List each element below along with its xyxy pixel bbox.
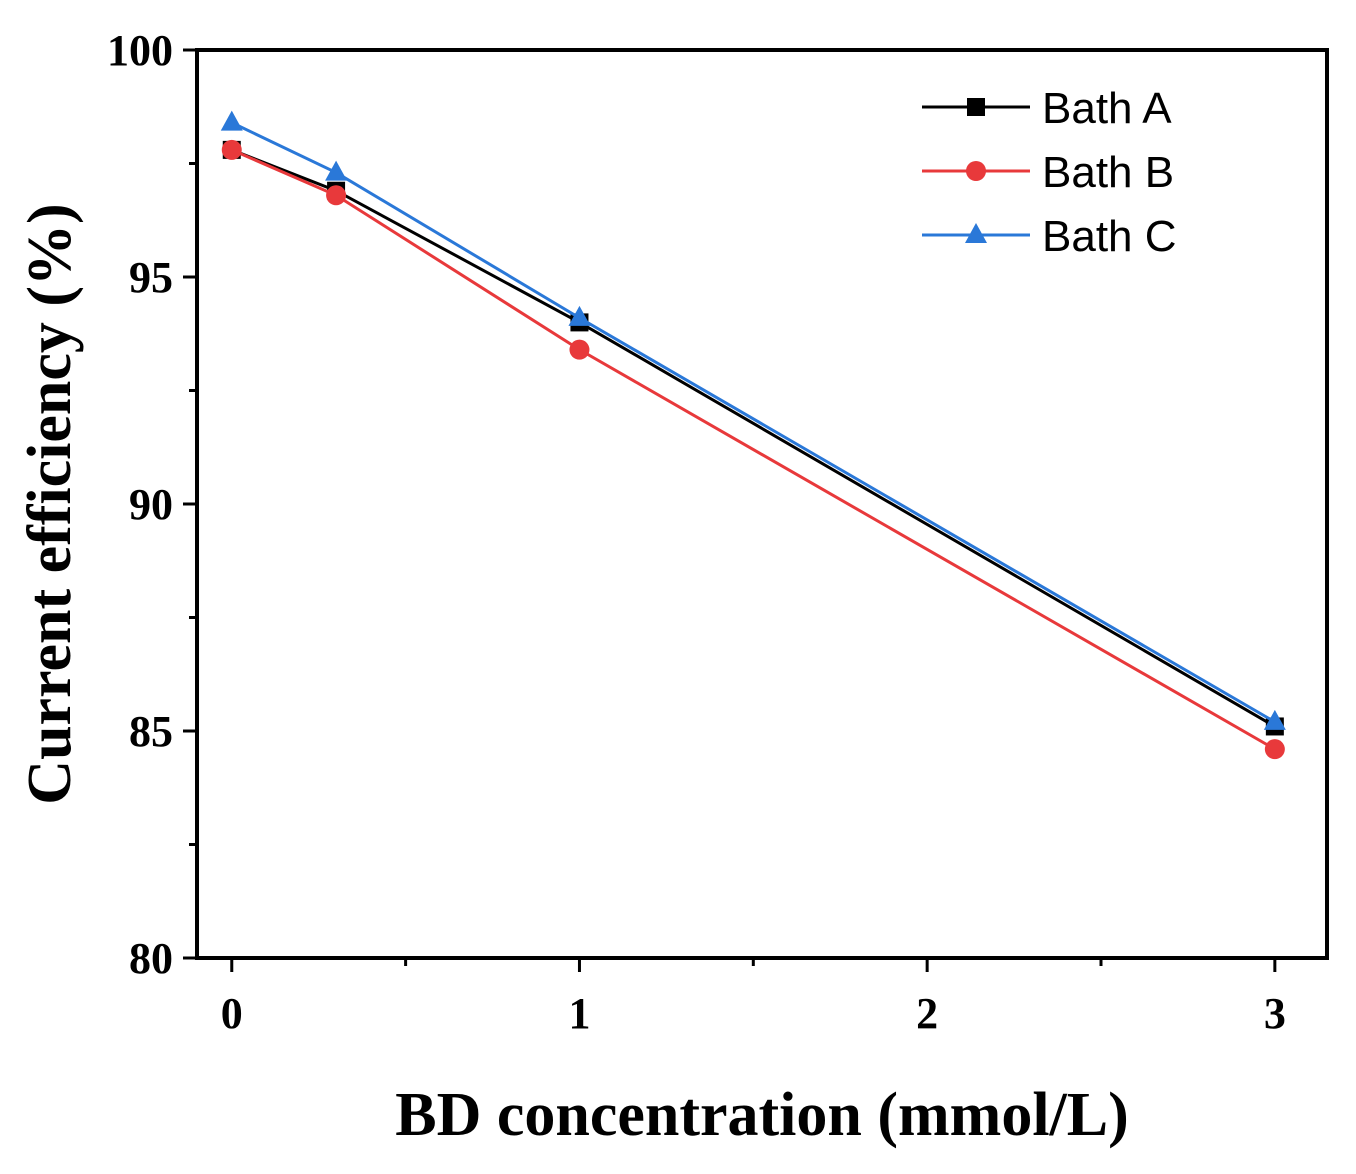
data-point-bath-b [326,185,347,206]
legend-label: Bath B [1042,148,1174,197]
x-tick-label: 2 [916,989,938,1038]
legend-marker [966,161,986,181]
x-axis: 0 1 2 3 [221,958,1286,1038]
legend: Bath A Bath B Bath C [922,84,1177,261]
data-point-bath-b [1264,739,1285,760]
data-point-bath-c [325,160,348,181]
legend-item-bath-c: Bath C [922,212,1177,261]
x-tick-label: 3 [1264,989,1286,1038]
data-point-bath-c [220,110,243,131]
legend-label: Bath C [1042,212,1177,261]
series-bath-c [220,110,1286,730]
x-axis-title: BD concentration (mmol/L) [395,1081,1129,1149]
data-point-bath-c [568,305,591,326]
series-bath-b [221,139,1285,760]
y-tick-label: 95 [129,253,173,302]
legend-item-bath-a: Bath A [922,84,1172,133]
series-line-bath-a [231,148,1276,728]
legend-item-bath-b: Bath B [922,148,1174,197]
y-tick-label: 90 [129,480,173,529]
data-point-bath-b [221,139,242,160]
y-axis: 80 85 90 95 100 [107,26,197,983]
y-tick-label: 80 [129,934,173,983]
x-tick-label: 0 [221,989,243,1038]
data-point-bath-b [569,339,590,360]
series-line-bath-b [231,148,1276,751]
y-tick-label: 85 [129,707,173,756]
y-tick-label: 100 [107,26,173,75]
data-point-bath-c [1263,709,1286,730]
y-axis-title: Current efficiency (%) [16,203,84,804]
x-tick-label: 1 [568,989,590,1038]
legend-label: Bath A [1042,84,1172,133]
legend-marker [965,223,987,243]
series-layer [220,110,1286,760]
series-line-bath-c [231,121,1276,724]
legend-marker [967,98,985,116]
